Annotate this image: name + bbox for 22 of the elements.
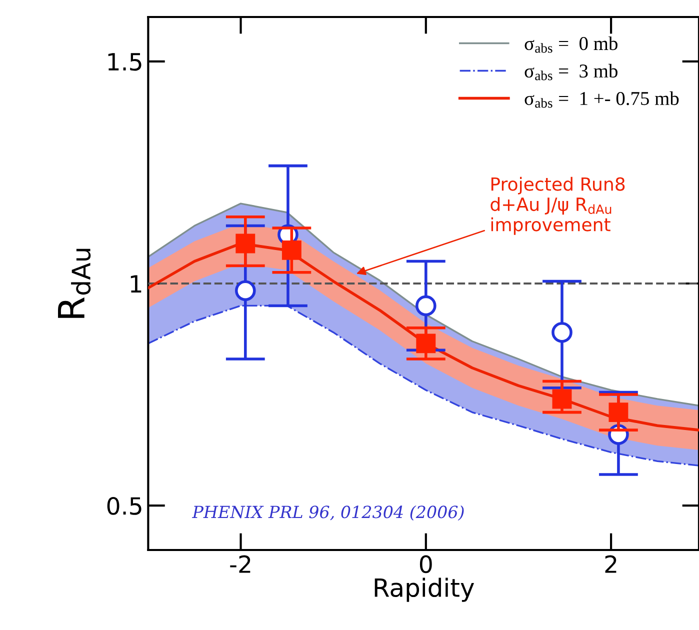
y-tick-label: 1.5	[108, 53, 142, 71]
y-tick-label: 0.5	[107, 497, 142, 515]
y-tick-label: 1	[130, 275, 142, 292]
point	[415, 295, 436, 316]
legend-label: σ$_{abs}$ = 1 +- 0.75 mb	[524, 91, 679, 108]
legend-label: σ$_{abs}$ = 3 mb	[524, 64, 618, 80]
legend-label: σ$_{abs}$ = 0 mb	[524, 36, 618, 53]
x-tick-label: 0	[420, 555, 432, 574]
point	[236, 234, 256, 254]
annotation: PHENIX PRL 96, 012304 (2006)	[192, 505, 464, 521]
point	[234, 280, 256, 302]
x-tick-label: -2	[230, 555, 250, 573]
point	[608, 402, 628, 422]
x-axis-title: Rapidity	[374, 578, 474, 602]
annotation: Projected Run8 d+Au J/ψ R$_{dAu}$ improvement	[490, 176, 625, 235]
point	[552, 322, 572, 343]
y-axis-title: R$_{dAu}$	[58, 248, 91, 318]
point	[416, 334, 436, 354]
x-tick-label: 2	[605, 555, 616, 573]
point	[282, 240, 302, 260]
line-series	[148, 304, 699, 466]
point	[552, 389, 572, 409]
